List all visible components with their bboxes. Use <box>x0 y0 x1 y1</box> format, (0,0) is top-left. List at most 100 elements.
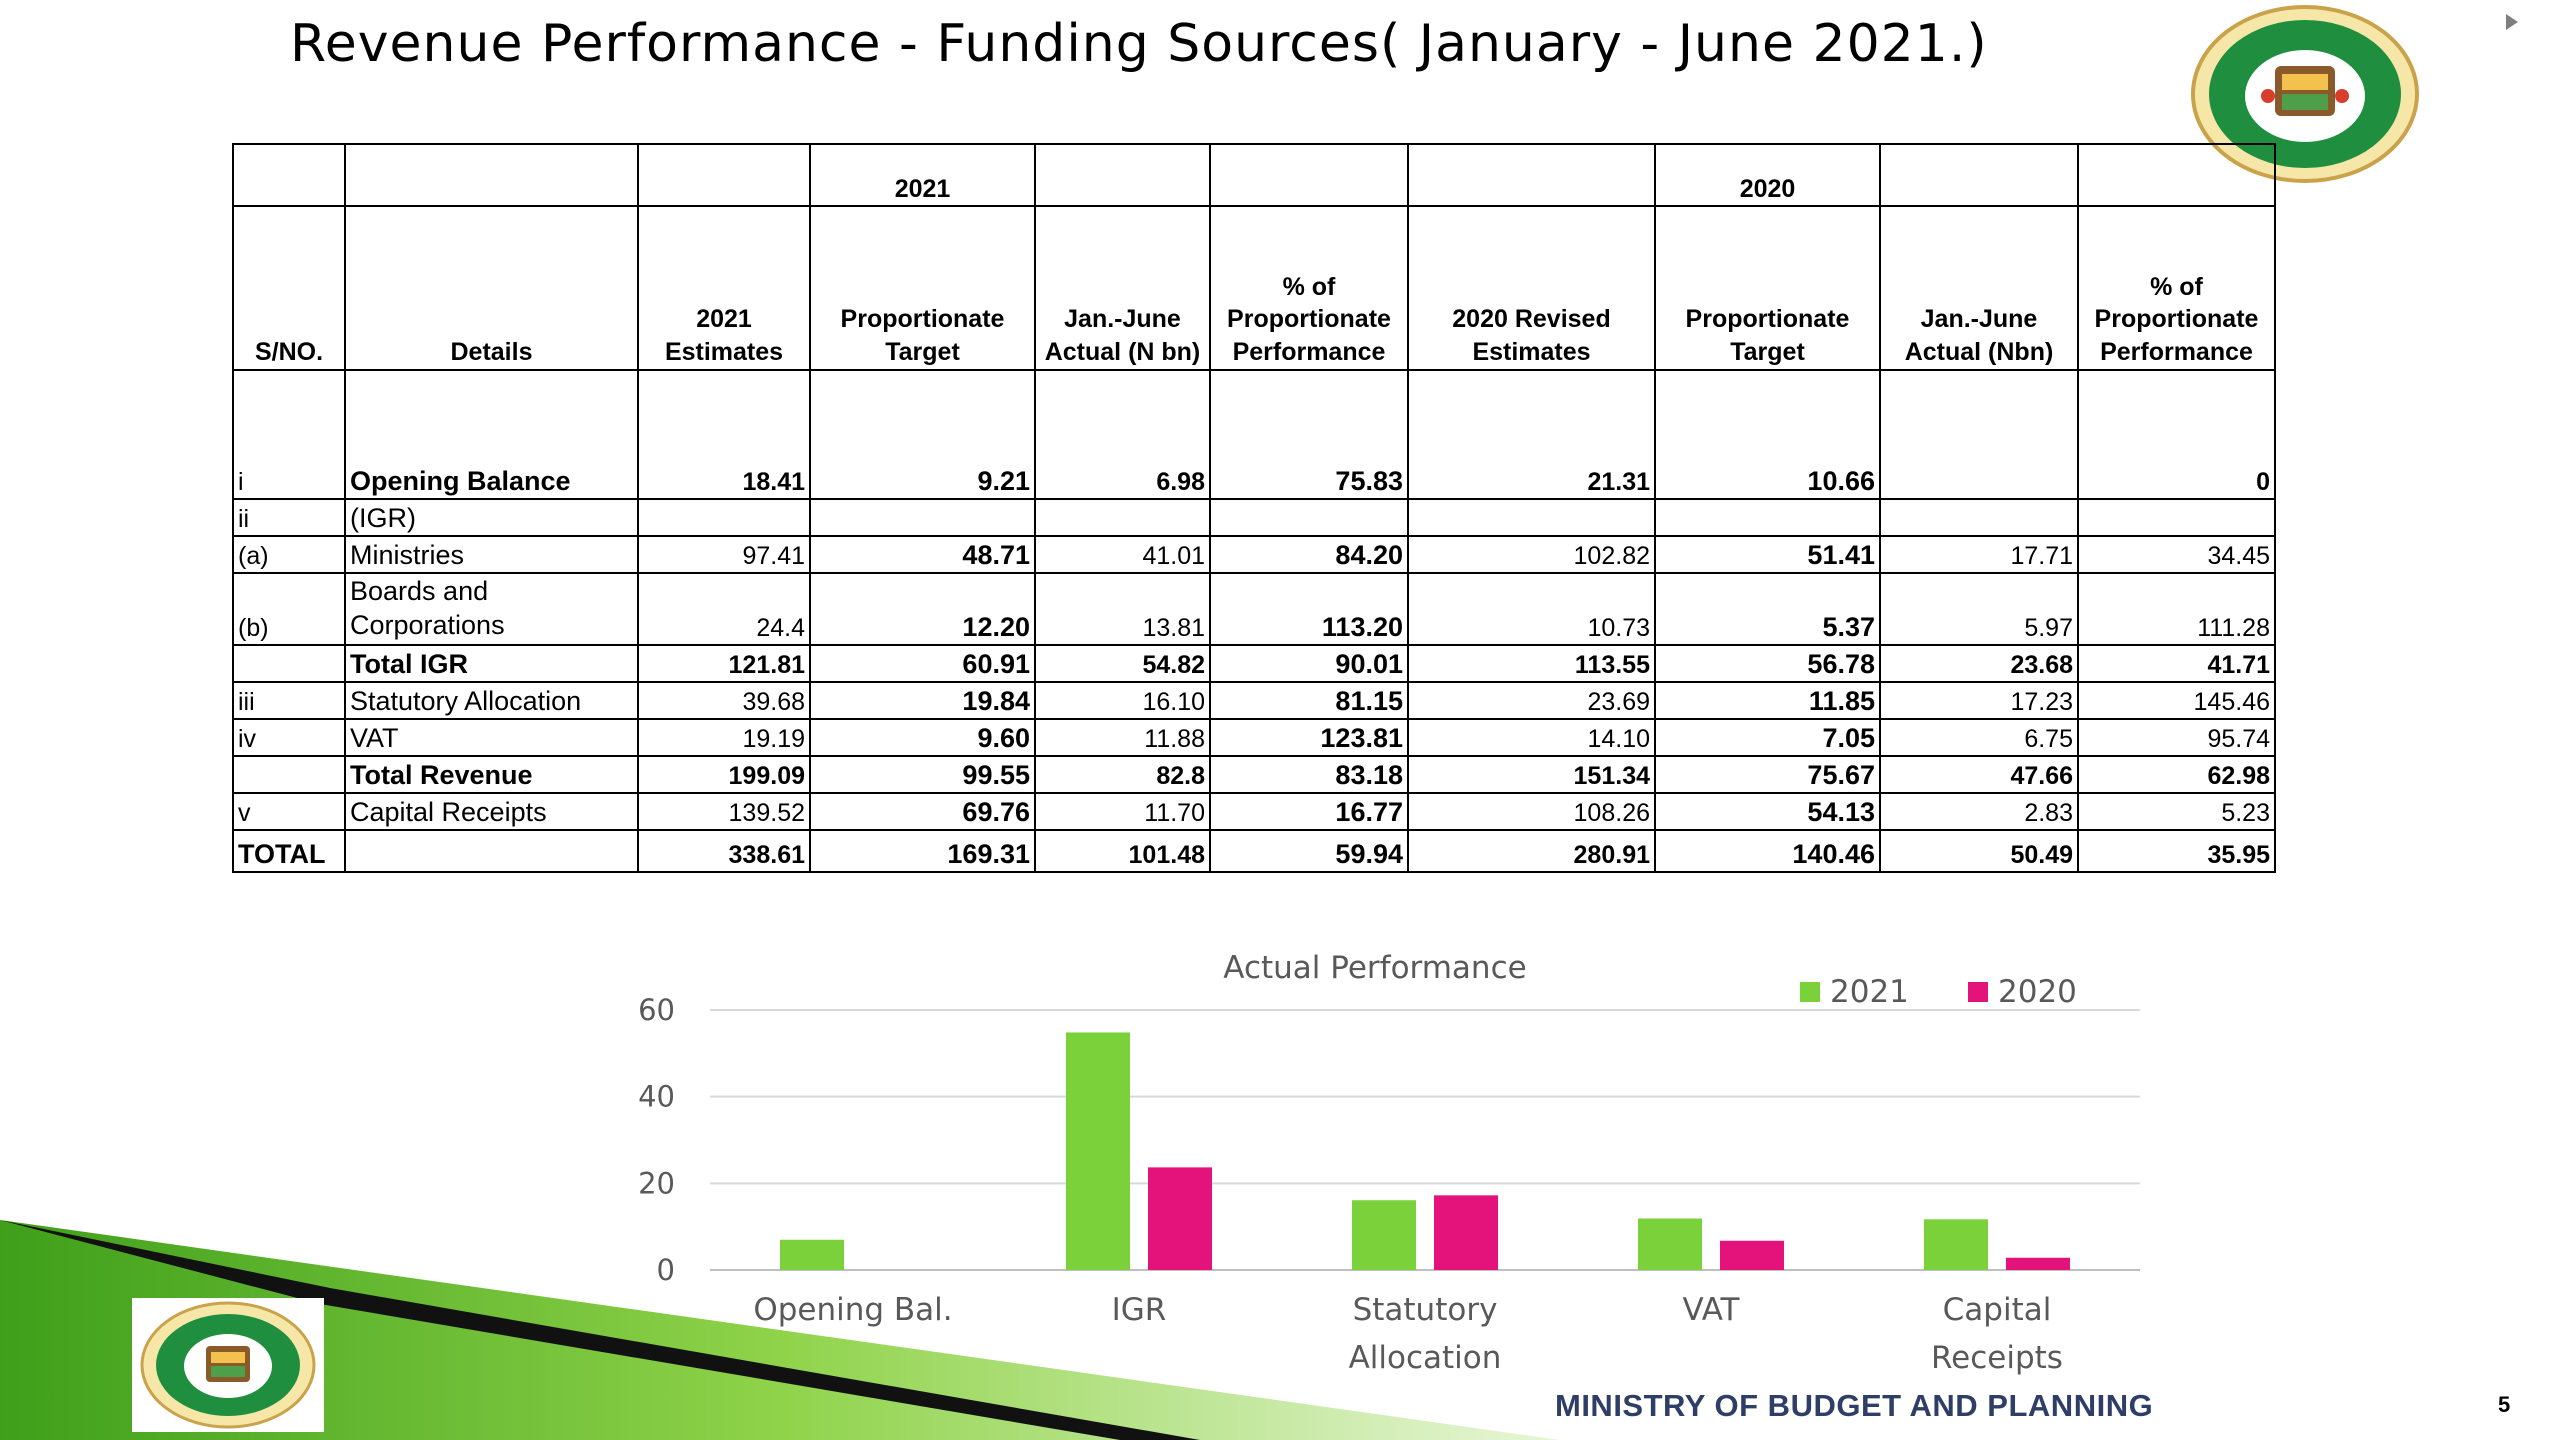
year-cell <box>232 143 346 207</box>
value-cell: 95.74 <box>2077 717 2276 757</box>
value-cell: 82.8 <box>1034 754 1211 794</box>
year-cell: 2021 <box>809 143 1036 207</box>
value-cell: 113.55 <box>1407 643 1656 683</box>
value-cell: 81.15 <box>1209 680 1409 720</box>
value-cell: 145.46 <box>2077 680 2276 720</box>
table-row: (b) Boards and Corporations 24.4 12.20 13.81… <box>232 572 2276 646</box>
value-cell: 48.71 <box>809 535 1036 574</box>
value-cell: 75.67 <box>1654 754 1881 794</box>
value-cell: 5.97 <box>1879 572 2079 646</box>
table-year-row: 2021 2020 <box>232 143 2276 207</box>
column-header: 2021 Estimates <box>637 205 811 371</box>
details-cell: (IGR) <box>344 498 639 537</box>
value-cell: 111.28 <box>2077 572 2276 646</box>
y-tick-label: 0 <box>657 1253 675 1287</box>
value-cell <box>1407 498 1656 537</box>
value-cell: 59.94 <box>1209 828 1409 873</box>
column-header: S/NO. <box>232 205 346 371</box>
value-cell: 69.76 <box>809 791 1036 831</box>
value-cell: 62.98 <box>2077 754 2276 794</box>
slide-title: Revenue Performance - Funding Sources( J… <box>290 14 1988 74</box>
value-cell: 54.13 <box>1654 791 1881 831</box>
year-cell <box>344 143 639 207</box>
page-number: 5 <box>2498 1392 2511 1417</box>
serial-cell <box>232 754 346 794</box>
details-cell: Total IGR <box>344 643 639 683</box>
x-tick-label: IGR <box>1112 1292 1167 1328</box>
details-cell: Statutory Allocation <box>344 680 639 720</box>
value-cell: 97.41 <box>637 535 811 574</box>
value-cell: 2.83 <box>1879 791 2079 831</box>
value-cell: 16.77 <box>1209 791 1409 831</box>
value-cell: 50.49 <box>1879 828 2079 873</box>
year-cell <box>2077 143 2276 207</box>
value-cell <box>1654 498 1881 537</box>
bar-2021-0 <box>780 1239 844 1270</box>
bar-2021-1 <box>1066 1032 1130 1270</box>
actual-performance-chart: Actual Performance 0 20 40 60 Opening Bal. IGR… <box>600 940 2180 1380</box>
year-cell: 2020 <box>1654 143 1881 207</box>
details-cell: Boards and Corporations <box>344 572 639 646</box>
value-cell <box>2077 498 2276 537</box>
value-cell <box>1879 498 2079 537</box>
value-cell: 39.68 <box>637 680 811 720</box>
value-cell: 6.98 <box>1034 369 1211 500</box>
table-row: i Opening Balance 18.41 9.21 6.98 75.83 21.31 1… <box>232 369 2276 500</box>
value-cell: 108.26 <box>1407 791 1656 831</box>
x-tick-label: Opening Bal. <box>753 1292 952 1328</box>
value-cell <box>1034 498 1211 537</box>
ogun-state-seal-logo <box>2190 4 2420 184</box>
value-cell: 16.10 <box>1034 680 1211 720</box>
value-cell <box>1879 369 2079 500</box>
value-cell: 121.81 <box>637 643 811 683</box>
serial-cell: (b) <box>232 572 346 646</box>
year-cell <box>1209 143 1409 207</box>
year-cell <box>1034 143 1211 207</box>
value-cell: 23.69 <box>1407 680 1656 720</box>
decorative-swoosh <box>0 1220 1560 1440</box>
value-cell: 10.73 <box>1407 572 1656 646</box>
serial-cell: TOTAL <box>232 828 346 873</box>
column-header: Proportionate Target <box>1654 205 1881 371</box>
value-cell: 280.91 <box>1407 828 1656 873</box>
value-cell: 101.48 <box>1034 828 1211 873</box>
legend-swatch-2020 <box>1968 982 1988 1002</box>
value-cell: 54.82 <box>1034 643 1211 683</box>
legend-swatch-2021 <box>1800 982 1820 1002</box>
table-row: Total IGR 121.81 60.91 54.82 90.01 113.55 56.7… <box>232 643 2276 683</box>
value-cell: 169.31 <box>809 828 1036 873</box>
value-cell: 19.84 <box>809 680 1036 720</box>
column-header: % of Proportionate Performance <box>1209 205 1409 371</box>
value-cell: 13.81 <box>1034 572 1211 646</box>
y-tick-label: 20 <box>638 1166 675 1200</box>
serial-cell <box>232 643 346 683</box>
value-cell: 75.83 <box>1209 369 1409 500</box>
value-cell: 5.23 <box>2077 791 2276 831</box>
value-cell: 9.60 <box>809 717 1036 757</box>
value-cell: 10.66 <box>1654 369 1881 500</box>
value-cell: 7.05 <box>1654 717 1881 757</box>
bar-2021-4 <box>1924 1219 1988 1270</box>
value-cell: 139.52 <box>637 791 811 831</box>
value-cell: 51.41 <box>1654 535 1881 574</box>
year-cell <box>1407 143 1656 207</box>
column-header: Jan.-June Actual (Nbn) <box>1879 205 2079 371</box>
x-tick-label: Capital <box>1943 1292 2052 1328</box>
details-cell: VAT <box>344 717 639 757</box>
value-cell: 9.21 <box>809 369 1036 500</box>
value-cell: 338.61 <box>637 828 811 873</box>
value-cell: 14.10 <box>1407 717 1656 757</box>
column-header: Proportionate Target <box>809 205 1036 371</box>
value-cell: 41.71 <box>2077 643 2276 683</box>
value-cell: 11.70 <box>1034 791 1211 831</box>
chart-title: Actual Performance <box>1223 950 1526 986</box>
value-cell: 41.01 <box>1034 535 1211 574</box>
legend-label: 2021 <box>1830 974 1909 1010</box>
year-cell <box>637 143 811 207</box>
value-cell: 23.68 <box>1879 643 2079 683</box>
value-cell: 90.01 <box>1209 643 1409 683</box>
bar-2020-2 <box>1434 1195 1498 1270</box>
value-cell: 35.95 <box>2077 828 2276 873</box>
value-cell: 47.66 <box>1879 754 2079 794</box>
details-cell: Capital Receipts <box>344 791 639 831</box>
